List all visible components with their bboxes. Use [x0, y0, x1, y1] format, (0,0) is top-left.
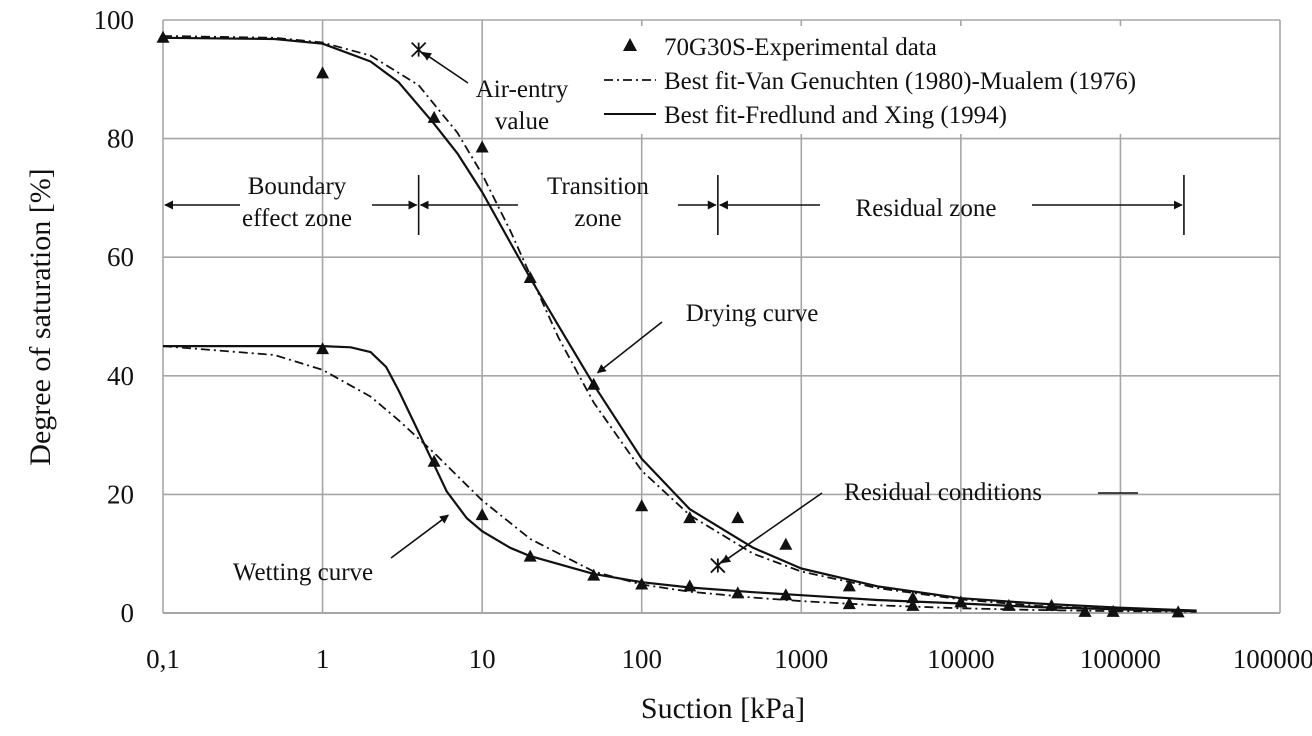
data-point: [842, 597, 856, 610]
y-tick-label: 40: [107, 361, 134, 391]
data-point: [427, 454, 441, 467]
y-axis-ticks: 0 20 40 60 80 100: [94, 5, 135, 628]
legend-symbol-0: [623, 38, 637, 51]
y-tick-label: 80: [107, 124, 134, 154]
y-axis-title: Degree of saturation [%]: [24, 168, 57, 465]
series-line-5: [163, 345, 1197, 613]
legend-box: [598, 26, 1240, 134]
zone-label: Residual zone: [856, 195, 997, 222]
data-point: [316, 342, 330, 355]
zone-label: Boundary: [248, 173, 347, 200]
annotation-arrow: [721, 492, 823, 564]
legend-label-1: Best fit-Van Genuchten (1980)-Mualem (19…: [664, 68, 1136, 95]
annotation-arrow: [390, 514, 450, 559]
zones: Boundary effect zone Transition zone Residua…: [164, 173, 1185, 235]
annotation-label: Drying curve: [686, 300, 819, 327]
data-point: [1171, 605, 1185, 618]
grid: [162, 19, 1281, 614]
data-point: [475, 140, 489, 153]
zone-label: effect zone: [242, 205, 352, 232]
data-point: [779, 537, 793, 550]
data-point: [683, 579, 697, 592]
zone-label: zone: [574, 205, 621, 232]
y-tick-label: 60: [107, 242, 134, 272]
data-point: [906, 598, 920, 611]
data-point: [1106, 604, 1120, 617]
series: [162, 35, 1197, 613]
annotation-label: Residual conditions: [844, 479, 1042, 506]
data-point: [731, 511, 745, 524]
data-point: [475, 508, 489, 521]
data-point: [523, 549, 537, 562]
x-tick-label: 10000: [927, 644, 995, 674]
data-point: [842, 579, 856, 592]
y-tick-label: 20: [107, 479, 134, 509]
legend-label-2: Best fit-Fredlund and Xing (1994): [664, 102, 1007, 129]
x-tick-label: 0,1: [146, 644, 180, 674]
annotation-label: Wetting curve: [233, 559, 373, 586]
series-line-3: [162, 36, 1197, 612]
data-point: [523, 270, 537, 283]
data-point: [635, 577, 649, 590]
x-tick-label: 1: [316, 644, 330, 674]
annotation-label: value: [495, 108, 549, 135]
x-tick-label: 10: [469, 644, 496, 674]
data-point: [587, 377, 601, 390]
series-line-2: [162, 35, 1197, 613]
x-axis-title: Suction [kPa]: [641, 692, 805, 725]
annotation-arrow: [596, 321, 663, 374]
data-point: [635, 499, 649, 512]
legend: 70G30S-Experimental data Best fit-Van Gen…: [598, 26, 1240, 134]
annotation-arrow: [422, 51, 469, 84]
x-tick-label: 1000: [774, 644, 828, 674]
data-point: [427, 110, 441, 123]
annotation-label: Air-entry: [476, 76, 569, 103]
x-tick-label: 100: [621, 644, 662, 674]
data-point: [1002, 598, 1016, 611]
data-point: [587, 568, 601, 581]
data-point: [156, 30, 170, 43]
y-tick-label: 0: [121, 598, 135, 628]
data-point: [906, 591, 920, 604]
zone-label: Transition: [547, 173, 649, 200]
annotations: Air-entry value Drying curve Wetting curve R…: [233, 51, 1138, 586]
data-point: [683, 511, 697, 524]
data-point: [954, 595, 968, 608]
data-point: [1078, 604, 1092, 617]
legend-label-0: 70G30S-Experimental data: [664, 34, 937, 61]
data-point: [731, 586, 745, 599]
x-tick-label: 100000: [1080, 644, 1161, 674]
data-point: [779, 588, 793, 601]
data-point: [1045, 598, 1059, 611]
y-tick-label: 100: [94, 5, 135, 35]
data-point: [316, 66, 330, 79]
data-points: [156, 30, 1185, 618]
